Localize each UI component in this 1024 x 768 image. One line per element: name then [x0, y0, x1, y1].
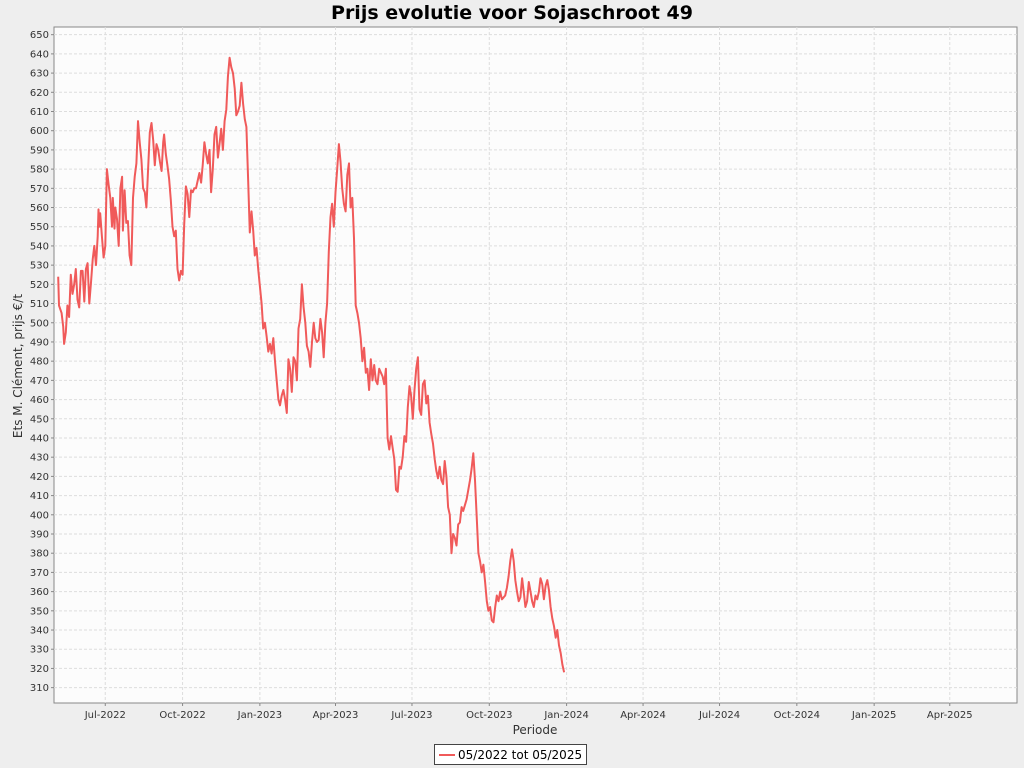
- x-tick-label: Jul-2024: [698, 710, 740, 721]
- y-tick-label: 420: [30, 472, 49, 483]
- y-tick-label: 560: [30, 203, 49, 214]
- y-axis: 310 320 330 340 350 360 370 380 390 400 410 420 430 4…: [30, 30, 54, 694]
- y-tick-label: 500: [30, 318, 49, 329]
- y-tick-label: 450: [30, 414, 49, 425]
- y-axis-label: Ets M. Clément, prijs €/t: [11, 294, 25, 438]
- legend: 05/2022 tot 05/2025: [434, 744, 588, 765]
- x-tick-label: Jan-2023: [237, 710, 282, 721]
- y-tick-label: 460: [30, 395, 49, 406]
- y-tick-label: 490: [30, 337, 49, 348]
- y-tick-label: 310: [30, 683, 49, 694]
- x-tick-label: Oct-2022: [159, 710, 205, 721]
- legend-label: 05/2022 tot 05/2025: [458, 747, 583, 762]
- y-tick-label: 530: [30, 261, 49, 272]
- y-tick-label: 350: [30, 606, 49, 617]
- y-tick-label: 610: [30, 107, 49, 118]
- y-tick-label: 320: [30, 664, 49, 675]
- y-tick-label: 550: [30, 222, 49, 233]
- series-group: [57, 56, 566, 673]
- y-tick-label: 380: [30, 549, 49, 560]
- x-tick-label: Oct-2024: [774, 710, 820, 721]
- y-tick-label: 580: [30, 165, 49, 176]
- y-tick-label: 600: [30, 126, 49, 137]
- y-tick-label: 480: [30, 357, 49, 368]
- y-tick-label: 370: [30, 568, 49, 579]
- series-line: [57, 56, 566, 673]
- legend-swatch: [439, 753, 455, 756]
- x-tick-label: Apr-2023: [313, 710, 359, 721]
- x-tick-label: Apr-2024: [620, 710, 666, 721]
- y-tick-label: 470: [30, 376, 49, 387]
- y-tick-label: 620: [30, 88, 49, 99]
- y-tick-label: 650: [30, 30, 49, 41]
- x-axis: Jul-2022 Oct-2022 Jan-2023 Apr-2023 Jul-2023…: [84, 703, 973, 721]
- y-tick-label: 520: [30, 280, 49, 291]
- x-tick-label: Jan-2025: [851, 710, 896, 721]
- x-axis-label: Periode: [513, 723, 558, 737]
- y-tick-label: 440: [30, 433, 49, 444]
- y-tick-label: 410: [30, 491, 49, 502]
- y-tick-label: 400: [30, 510, 49, 521]
- y-tick-label: 340: [30, 626, 49, 637]
- y-tick-label: 640: [30, 49, 49, 60]
- grid: [54, 27, 1017, 703]
- chart-title: Prijs evolutie voor Sojaschroot 49: [331, 2, 693, 24]
- y-tick-label: 330: [30, 645, 49, 656]
- y-tick-label: 510: [30, 299, 49, 310]
- y-tick-label: 540: [30, 241, 49, 252]
- x-tick-label: Jul-2023: [390, 710, 432, 721]
- y-tick-label: 590: [30, 145, 49, 156]
- y-tick-label: 430: [30, 453, 49, 464]
- x-tick-label: Oct-2023: [466, 710, 512, 721]
- x-tick-label: Apr-2025: [927, 710, 973, 721]
- y-tick-label: 630: [30, 69, 49, 80]
- y-tick-label: 570: [30, 184, 49, 195]
- x-tick-label: Jan-2024: [543, 710, 588, 721]
- x-tick-label: Jul-2022: [84, 710, 126, 721]
- y-tick-label: 390: [30, 530, 49, 541]
- y-tick-label: 360: [30, 587, 49, 598]
